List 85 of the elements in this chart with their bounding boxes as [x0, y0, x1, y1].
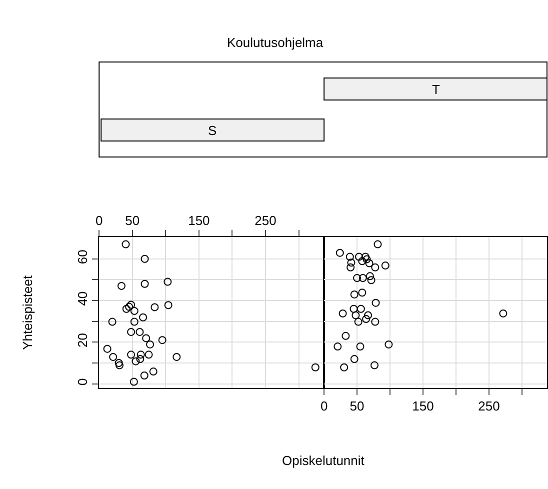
- point: [140, 280, 149, 288]
- point: [109, 352, 118, 361]
- point: [338, 309, 347, 318]
- point: [346, 263, 355, 272]
- point: [342, 332, 350, 340]
- x-tick-label: 250: [478, 398, 500, 414]
- point: [136, 328, 144, 336]
- point: [362, 255, 371, 264]
- point: [350, 304, 358, 313]
- point: [127, 350, 136, 359]
- point: [140, 254, 149, 263]
- point: [127, 328, 136, 336]
- category-label: T: [432, 82, 440, 97]
- point: [362, 315, 370, 324]
- point: [146, 340, 154, 348]
- point: [103, 344, 112, 353]
- point: [117, 282, 126, 290]
- point: [374, 240, 382, 248]
- point: [158, 336, 166, 344]
- y-tick-label: 0: [74, 378, 90, 386]
- point: [352, 311, 360, 320]
- point: [164, 278, 172, 286]
- point: [356, 342, 364, 351]
- point: [140, 372, 148, 380]
- text: Koulutusohjelma: [227, 35, 324, 50]
- point: [371, 318, 380, 326]
- point: [347, 258, 356, 267]
- x-tick-label: 250: [254, 212, 276, 228]
- point: [350, 290, 358, 298]
- point: [139, 313, 148, 322]
- point: [353, 274, 362, 282]
- point: [365, 259, 374, 268]
- point: [149, 368, 158, 376]
- point: [130, 318, 138, 326]
- point: [136, 355, 144, 364]
- point: [364, 311, 372, 320]
- point: [336, 248, 344, 257]
- point: [358, 288, 366, 297]
- point: [108, 318, 116, 326]
- point: [125, 302, 134, 311]
- point: [372, 298, 380, 307]
- y-tick-label: 60: [74, 250, 90, 264]
- x-tick-label: 0: [96, 212, 103, 228]
- point: [130, 378, 138, 386]
- y-tick-label: 40: [74, 291, 90, 306]
- point: [371, 263, 380, 272]
- point: [122, 240, 130, 248]
- point: [384, 340, 393, 348]
- point: [172, 352, 181, 361]
- point: [381, 262, 390, 270]
- point: [142, 334, 150, 342]
- point: [346, 252, 354, 261]
- point: [361, 252, 370, 261]
- x-axis-title: Opiskelutunnit: [282, 453, 365, 468]
- point: [334, 342, 342, 351]
- point: [340, 363, 348, 372]
- point: [132, 357, 140, 366]
- point: [499, 309, 508, 318]
- point: [355, 252, 364, 261]
- x-tick-label: 150: [188, 212, 210, 228]
- point: [350, 355, 358, 364]
- x-tick-label: 50: [125, 212, 140, 228]
- category-label: S: [208, 123, 217, 138]
- x-tick-label: 0: [320, 398, 328, 414]
- y-tick-label: 20: [74, 332, 90, 348]
- point: [130, 306, 138, 315]
- point: [311, 363, 320, 372]
- x-tick-label: 150: [412, 398, 434, 414]
- x-tick-label: 50: [350, 398, 364, 414]
- point: [370, 361, 379, 370]
- point: [115, 361, 124, 370]
- point: [127, 300, 136, 309]
- point: [122, 304, 130, 313]
- point: [164, 301, 172, 310]
- point: [366, 272, 374, 280]
- point: [136, 350, 145, 359]
- point: [358, 257, 366, 266]
- point: [144, 350, 153, 359]
- y-axis-title: Yhteispisteet: [20, 275, 35, 350]
- point: [354, 318, 362, 326]
- point: [367, 276, 376, 284]
- point: [356, 304, 365, 313]
- point: [358, 274, 367, 282]
- point: [150, 303, 159, 312]
- point: [114, 359, 123, 368]
